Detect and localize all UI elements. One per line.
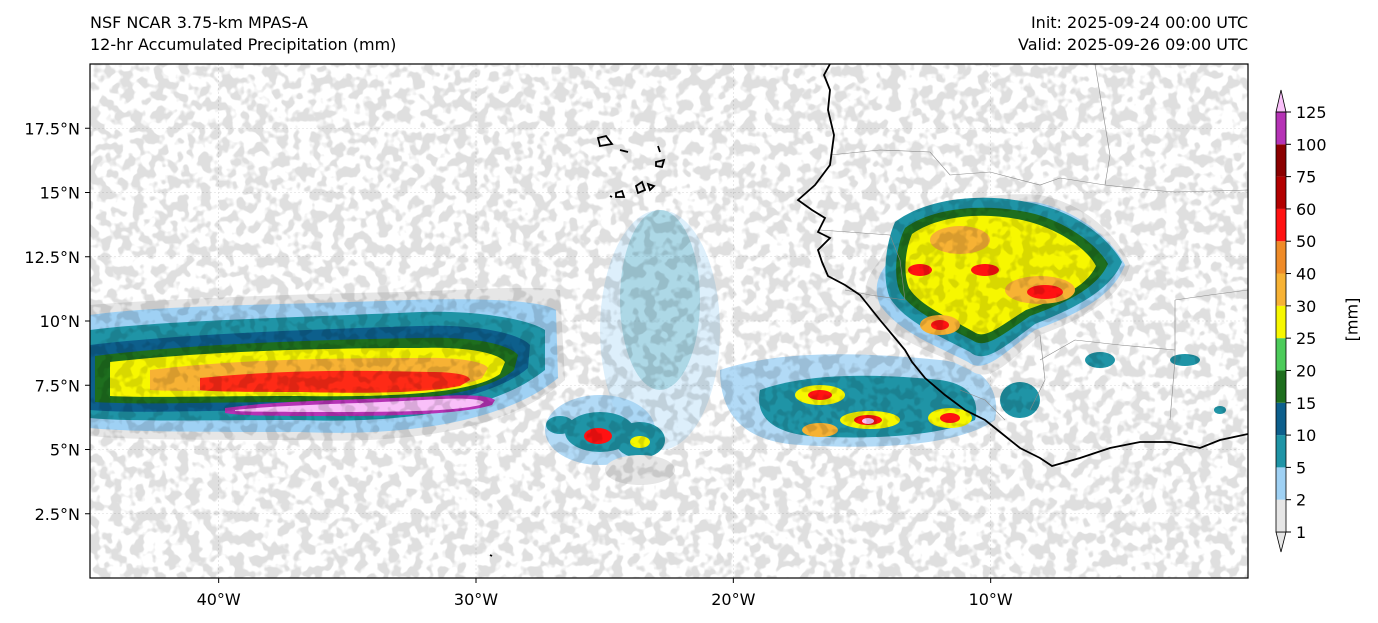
colorbar-tick-label: 15 bbox=[1296, 394, 1316, 413]
colorbar-tick-label: 2 bbox=[1296, 491, 1306, 510]
lon-tick-label: 10°W bbox=[969, 590, 1013, 609]
title-right: Init: 2025-09-24 00:00 UTC Valid: 2025-0… bbox=[1018, 12, 1248, 56]
colorbar-tick-label: 5 bbox=[1296, 458, 1306, 477]
colorbar-tick-label: 100 bbox=[1296, 135, 1327, 154]
lat-tick-label: 5°N bbox=[50, 441, 80, 460]
colorbar-outline bbox=[1275, 111, 1287, 533]
colorbar-min-extend bbox=[1275, 531, 1287, 553]
lon-tick-label: 20°W bbox=[711, 590, 755, 609]
colorbar-segment bbox=[1276, 144, 1286, 177]
lat-tick-label: 7.5°N bbox=[35, 376, 80, 395]
lat-tick-label: 2.5°N bbox=[35, 505, 80, 524]
coastlines bbox=[489, 64, 1248, 557]
colorbar-tick-label: 50 bbox=[1296, 232, 1316, 251]
colorbar-segment bbox=[1276, 273, 1286, 306]
lat-ticks: 17.5°N 15°N 12.5°N 10°N 7.5°N 5°N 2.5°N bbox=[24, 119, 90, 524]
colorbar-segment bbox=[1276, 402, 1286, 436]
colorbar-segment bbox=[1276, 435, 1286, 468]
init-time: Init: 2025-09-24 00:00 UTC bbox=[1030, 13, 1248, 32]
colorbar-segment bbox=[1276, 499, 1286, 532]
lon-tick-label: 40°W bbox=[197, 590, 241, 609]
colorbar-unit-label: [mm] bbox=[1342, 297, 1362, 342]
colorbar-segment bbox=[1276, 370, 1286, 403]
lon-ticks: 40°W 30°W 20°W 10°W bbox=[197, 578, 1013, 609]
colorbar-segment bbox=[1276, 112, 1286, 145]
field-name: 12-hr Accumulated Precipitation (mm) bbox=[90, 35, 397, 54]
country-borders bbox=[819, 64, 1248, 421]
lat-tick-label: 10°N bbox=[40, 312, 80, 331]
valid-time: Valid: 2025-09-26 09:00 UTC bbox=[1017, 35, 1248, 54]
lon-tick-label: 30°W bbox=[454, 590, 498, 609]
colorbar-segment bbox=[1276, 305, 1286, 339]
lat-tick-label: 17.5°N bbox=[24, 119, 80, 138]
colorbar-tick-label: 25 bbox=[1296, 329, 1316, 348]
precip-texture bbox=[90, 64, 1248, 578]
colorbar-tick-label: 30 bbox=[1296, 297, 1316, 316]
colorbar-segment bbox=[1276, 467, 1286, 500]
colorbar-tick-label: 20 bbox=[1296, 361, 1316, 380]
plot-area bbox=[90, 64, 1248, 578]
colorbar-tick-label: 75 bbox=[1296, 168, 1316, 187]
colorbar-tick-label: 60 bbox=[1296, 200, 1316, 219]
title-left: NSF NCAR 3.75-km MPAS-A 12-hr Accumulate… bbox=[90, 12, 396, 56]
colorbar-segment bbox=[1276, 338, 1286, 371]
lat-tick-label: 15°N bbox=[40, 184, 80, 203]
colorbar-tick-label: 1 bbox=[1296, 523, 1306, 542]
colorbar-tick-label: 125 bbox=[1296, 103, 1327, 122]
lat-tick-label: 12.5°N bbox=[24, 248, 80, 267]
model-name: NSF NCAR 3.75-km MPAS-A bbox=[90, 13, 308, 32]
colorbar-segment bbox=[1276, 241, 1286, 274]
colorbar-segment bbox=[1276, 208, 1286, 242]
colorbar-segment bbox=[1276, 176, 1286, 209]
colorbar-tick-label: 40 bbox=[1296, 265, 1316, 284]
colorbar-max-extend bbox=[1275, 89, 1287, 113]
colorbar-tick-label: 10 bbox=[1296, 426, 1316, 445]
